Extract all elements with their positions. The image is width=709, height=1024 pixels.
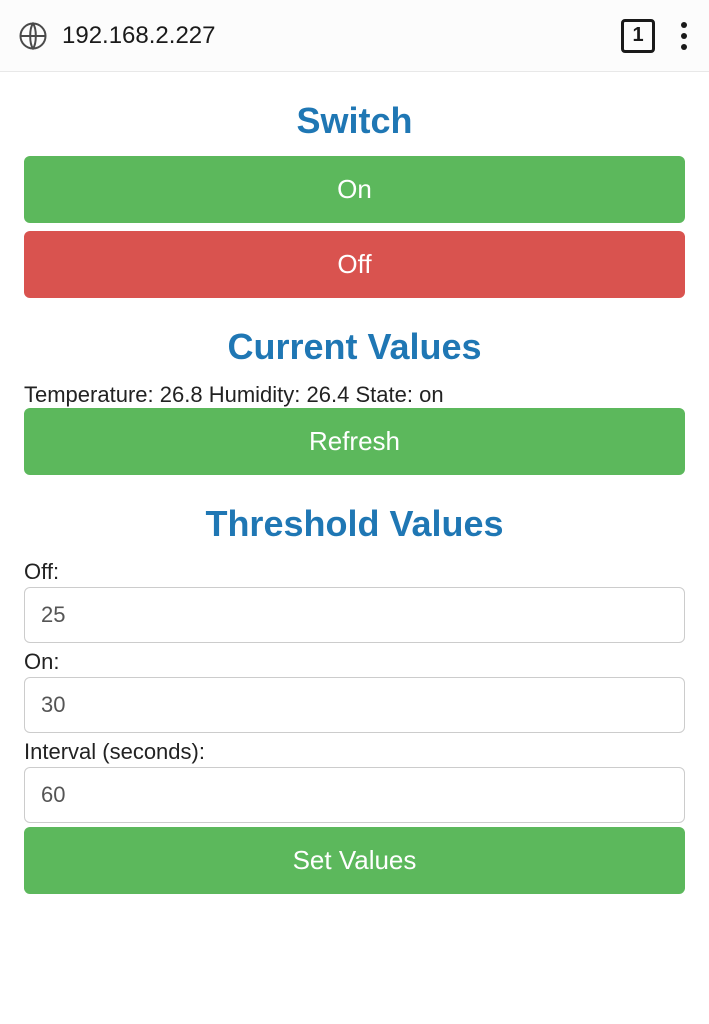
tab-count-value: 1 [632, 24, 643, 47]
tab-count-badge[interactable]: 1 [621, 19, 655, 53]
interval-label: Interval (seconds): [24, 739, 685, 765]
threshold-values-title: Threshold Values [24, 503, 685, 545]
switch-on-button[interactable]: On [24, 156, 685, 223]
off-threshold-input[interactable] [24, 587, 685, 643]
humidity-label: Humidity: [209, 382, 301, 407]
on-threshold-input[interactable] [24, 677, 685, 733]
temperature-value: 26.8 [160, 382, 203, 407]
switch-off-button[interactable]: Off [24, 231, 685, 298]
off-threshold-label: Off: [24, 559, 685, 585]
current-values-title: Current Values [24, 326, 685, 368]
globe-icon [18, 21, 48, 51]
on-threshold-label: On: [24, 649, 685, 675]
set-values-button[interactable]: Set Values [24, 827, 685, 894]
interval-input[interactable] [24, 767, 685, 823]
browser-address-bar: 192.168.2.227 1 [0, 0, 709, 72]
state-value: on [419, 382, 443, 407]
url-text[interactable]: 192.168.2.227 [62, 22, 621, 50]
temperature-label: Temperature: [24, 382, 154, 407]
current-values-status: Temperature: 26.8 Humidity: 26.4 State: … [24, 382, 685, 408]
humidity-value: 26.4 [307, 382, 350, 407]
page-content: Switch On Off Current Values Temperature… [0, 100, 709, 894]
overflow-menu-icon[interactable] [677, 18, 691, 54]
refresh-button[interactable]: Refresh [24, 408, 685, 475]
state-label: State: [355, 382, 412, 407]
threshold-form: Off: On: Interval (seconds): Set Values [24, 559, 685, 894]
switch-section-title: Switch [24, 100, 685, 142]
